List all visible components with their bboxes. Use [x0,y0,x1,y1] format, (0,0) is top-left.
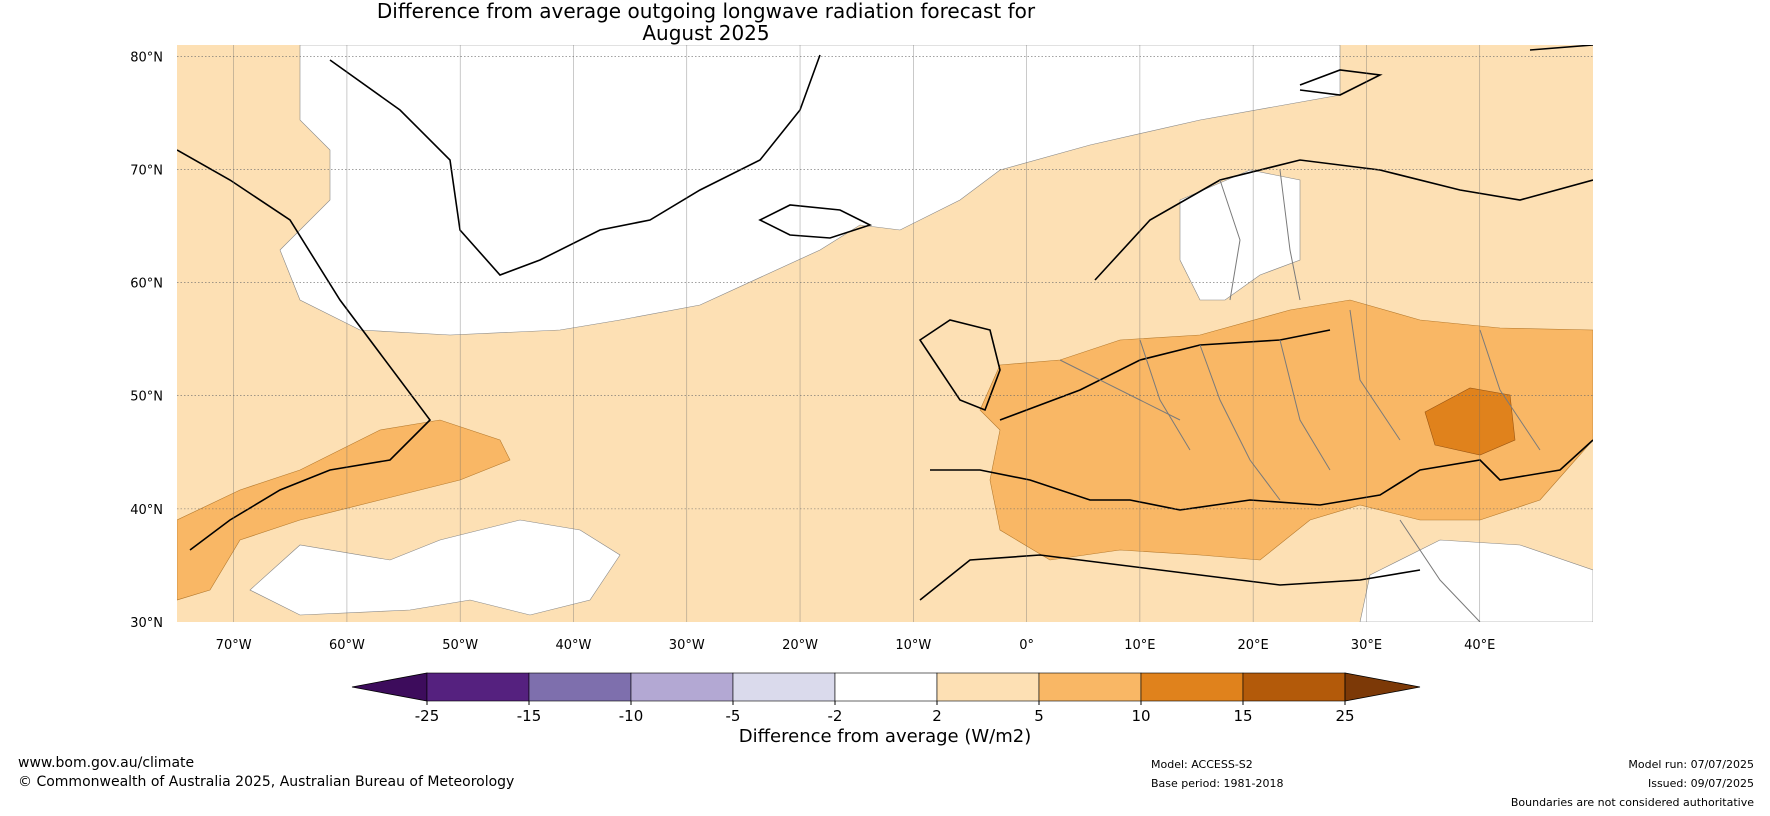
colorbar-segment [732,672,836,702]
title-line-2: August 2025 [642,21,770,45]
colorbar-ticks: -25 -15 -10 -5 -2 2 5 10 15 25 [415,701,1355,725]
lon-label: 20°E [1238,638,1269,653]
lat-label: 80°N [130,50,163,65]
colorbar-segment [630,672,734,702]
disclaimer-text: Boundaries are not considered authoritat… [1510,796,1754,809]
colorbar-label: Difference from average (W/m2) [738,726,1032,747]
lat-label: 50°N [130,390,163,405]
lat-label: 60°N [130,277,163,292]
lon-label: 30°E [1351,638,1382,653]
colorbar-segment [834,672,938,702]
lat-label: 70°N [130,163,163,178]
lon-label: 30°W [669,638,705,653]
lon-label: 60°W [329,638,365,653]
colorbar-tick-label: 2 [932,707,942,725]
colorbar-tick-label: 5 [1034,707,1044,725]
colorbar-segment [528,672,632,702]
lat-label: 30°N [130,616,163,631]
lon-label: 10°E [1124,638,1155,653]
colorbar-tick-label: 25 [1335,707,1354,725]
colorbar [351,672,1421,702]
coastlines [177,45,1593,601]
near-average-region-atlantic [249,519,621,616]
longitude-labels: 70°W 60°W 50°W 40°W 30°W 20°W 10°W 0° 10°E 20°E 30… [216,638,1496,653]
colorbar-tick-label: -2 [828,707,843,725]
colorbar-segment [936,672,1040,702]
political-borders [1059,169,1541,622]
map-plot-area [177,45,1593,622]
colorbar-max-extend [1344,672,1421,702]
colorbar-tick-label: -10 [619,707,644,725]
lon-label: 40°E [1464,638,1495,653]
colorbar-tick-label: 15 [1233,707,1252,725]
near-average-region-middle-east [1359,539,1593,622]
colorbar-segment [1242,672,1346,702]
colorbar-min-extend [351,672,428,702]
lon-label: 70°W [216,638,252,653]
colorbar-segment [1140,672,1244,702]
lon-label: 40°W [556,638,592,653]
colorbar-tick-label: -25 [415,707,440,725]
title-line-1: Difference from average outgoing longwav… [376,0,1036,23]
latitude-labels: 80°N 70°N 60°N 50°N 40°N 30°N [130,50,163,631]
lon-label: 10°W [895,638,931,653]
near-average-region-greenland [279,45,1341,336]
base-period-text: Base period: 1981-2018 [1151,777,1284,790]
lat-label: 40°N [130,503,163,518]
lon-label: 50°W [442,638,478,653]
issued-text: Issued: 09/07/2025 [1647,777,1754,790]
colorbar-segment [426,672,530,702]
model-text: Model: ACCESS-S2 [1151,758,1253,771]
anomaly-band-10-15 [1424,387,1516,456]
colorbar-tick-label: -5 [726,707,741,725]
graticule [177,45,1593,622]
website-link[interactable]: www.bom.gov.au/climate [18,755,195,771]
lon-label: 20°W [782,638,818,653]
colorbar-tick-label: -15 [517,707,542,725]
anomaly-band-5-10-nw-atlantic [177,419,511,601]
near-average-region-scandinavia [1179,169,1301,301]
colorbar-segment [1038,672,1142,702]
anomaly-band-5-10-europe [979,299,1593,561]
lon-label: 0° [1019,638,1034,653]
model-run-text: Model run: 07/07/2025 [1628,758,1754,771]
colorbar-tick-label: 10 [1131,707,1150,725]
copyright-text: © Commonwealth of Australia 2025, Austra… [18,774,515,790]
map-title: Difference from average outgoing longwav… [0,0,1412,44]
